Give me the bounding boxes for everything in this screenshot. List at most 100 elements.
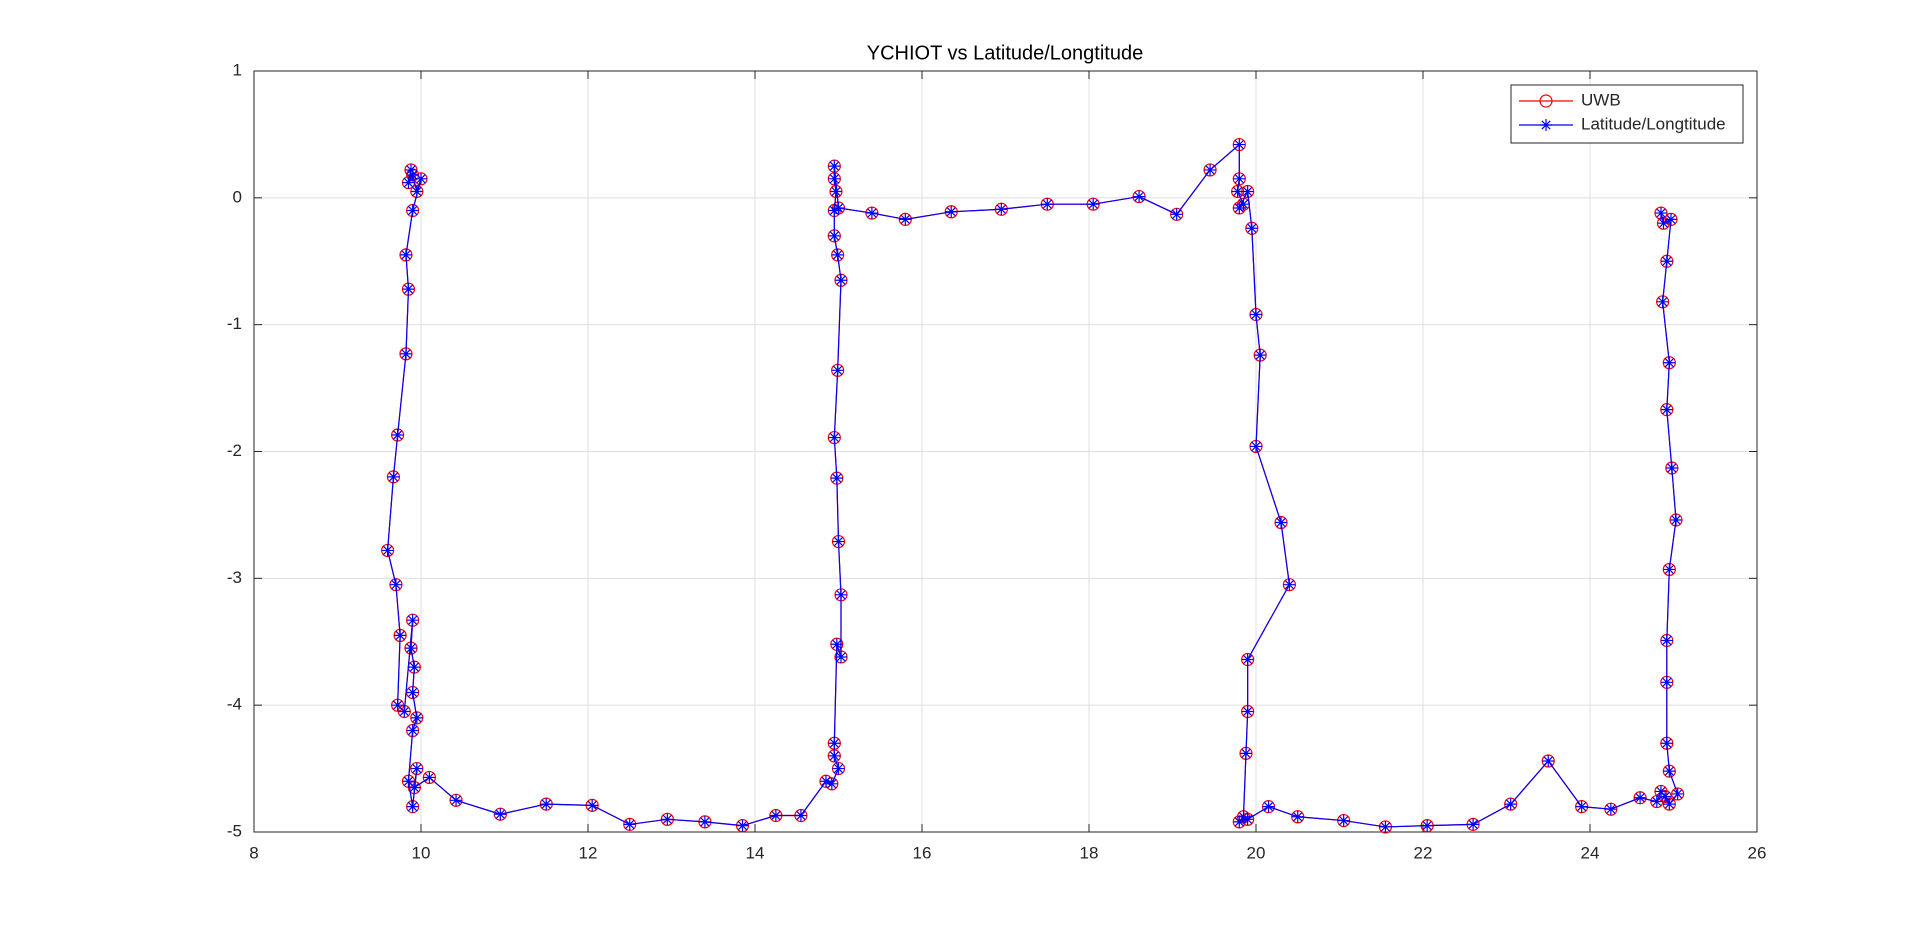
marker [1204,163,1217,176]
marker [832,535,845,548]
y-tick-label: -2 [227,441,242,460]
marker [828,749,841,762]
marker [794,809,807,822]
marker [1660,737,1673,750]
marker [1262,800,1275,813]
marker [1291,810,1304,823]
marker [661,813,674,826]
marker [1660,676,1673,689]
marker [1233,172,1246,185]
x-tick-label: 14 [746,843,765,862]
marker [865,207,878,220]
plot-frame [253,70,1758,833]
x-tick-label: 16 [913,843,932,862]
marker [830,472,843,485]
marker [1233,815,1246,828]
marker [1421,819,1434,832]
legend-label: Latitude/Longtitude [1581,114,1726,133]
marker [1467,818,1480,831]
marker [391,429,404,442]
marker [828,431,841,444]
marker [389,578,402,591]
marker [1041,198,1054,211]
marker [402,283,415,296]
x-tick-label: 24 [1581,843,1600,862]
marker [404,642,417,655]
marker [623,818,636,831]
marker [1660,403,1673,416]
marker [831,248,844,261]
marker [1663,765,1676,778]
marker [1634,791,1647,804]
marker [1660,255,1673,268]
marker [1250,308,1262,321]
marker [406,686,419,699]
marker [381,544,394,557]
y-tick-label: -1 [227,314,242,333]
marker [1379,820,1392,833]
marker [391,699,404,712]
marker [1133,190,1146,203]
marker [1504,798,1517,811]
marker [1237,810,1250,823]
marker [1245,222,1258,235]
y-tick-label: -5 [227,821,242,840]
marker [835,274,848,287]
marker [832,201,845,214]
marker [828,737,841,750]
marker [1233,138,1246,151]
marker [828,204,841,217]
y-tick-label: 0 [233,187,242,206]
marker [835,588,848,601]
marker [1241,185,1254,198]
marker [406,614,419,627]
marker [404,163,417,176]
marker [410,185,423,198]
marker [402,775,415,788]
marker [406,169,419,182]
marker [1663,563,1676,576]
marker [398,705,411,718]
marker [1239,747,1252,760]
marker [1664,213,1677,226]
marker [945,205,958,218]
marker [399,248,412,261]
marker [423,771,436,784]
marker [402,176,415,189]
x-tick-label: 8 [249,843,258,862]
marker [540,798,553,811]
marker [736,819,749,832]
marker [831,364,844,377]
marker [406,204,419,217]
x-tick-label: 18 [1080,843,1099,862]
legend-marker [1540,119,1552,131]
marker [1650,795,1663,808]
marker [698,815,711,828]
marker [387,470,400,483]
marker [819,775,832,788]
marker [1660,634,1673,647]
marker [1654,207,1667,220]
marker [1542,754,1555,767]
y-tick-label: -3 [227,568,242,587]
marker [828,160,841,173]
marker [1231,185,1244,198]
x-tick-label: 26 [1748,843,1767,862]
marker [899,213,912,226]
marker [399,347,412,360]
marker [410,711,423,724]
x-tick-label: 10 [412,843,431,862]
marker [1659,790,1672,803]
marker [1170,208,1183,221]
marker [1657,217,1670,230]
marker [1283,578,1296,591]
marker [1665,461,1678,474]
marker [828,172,841,185]
marker [1670,513,1683,526]
marker [1671,787,1684,800]
marker [415,172,427,185]
legend-label: UWB [1581,90,1621,109]
x-tick-label: 22 [1414,843,1433,862]
legend [1510,84,1744,144]
